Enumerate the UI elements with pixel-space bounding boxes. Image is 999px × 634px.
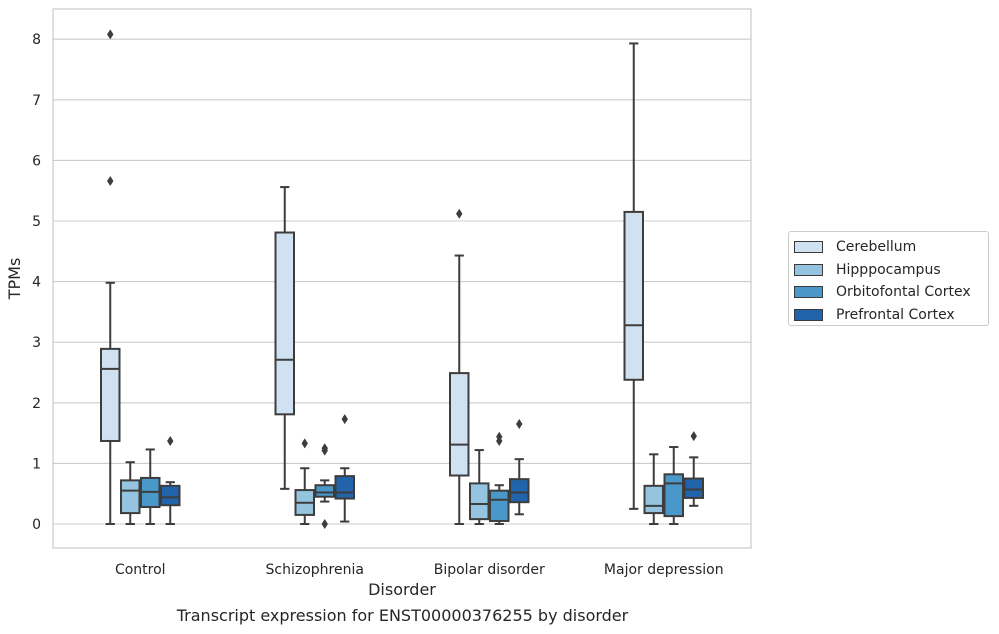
box-body	[334, 475, 355, 500]
legend-label: Hipppocampus	[836, 261, 941, 278]
box-2-3	[663, 446, 684, 525]
x-tick-label: Bipolar disorder	[434, 562, 545, 578]
legend-swatch	[794, 308, 823, 321]
box-body	[100, 347, 121, 442]
box-3-1	[334, 414, 355, 523]
y-tick-label: 3	[32, 335, 41, 351]
x-tick-label: Control	[115, 562, 166, 578]
y-tick-label: 5	[32, 214, 41, 230]
legend-swatch	[794, 241, 823, 253]
box-2-1	[314, 443, 335, 529]
outlier-point	[107, 176, 114, 187]
box-0-3	[623, 42, 644, 510]
legend-item: Hipppocampus	[794, 261, 941, 279]
box-body	[683, 477, 704, 499]
y-tick-label: 8	[32, 32, 41, 48]
box-0-0	[100, 29, 121, 525]
y-axis-label: TPMs	[5, 258, 24, 301]
box-body	[489, 489, 510, 522]
boxes-layer	[100, 29, 704, 529]
legend-label: Orbitofontal Cortex	[836, 284, 971, 300]
box-1-2	[469, 449, 490, 525]
x-tick-label: Schizophrenia	[266, 562, 364, 578]
box-3-3	[683, 431, 704, 507]
outlier-point	[516, 419, 523, 430]
box-body	[314, 484, 335, 498]
legend-label: Cerebellum	[836, 239, 917, 255]
x-axis-label: Disorder	[368, 580, 436, 599]
y-tick-label: 6	[32, 153, 41, 169]
y-tick-label: 7	[32, 93, 41, 109]
y-tick-label: 0	[32, 517, 41, 533]
box-body	[469, 482, 490, 521]
box-3-2	[509, 419, 530, 516]
box-body	[643, 484, 664, 515]
x-tick-label: Major depression	[604, 562, 724, 578]
legend-label: Prefrontal Cortex	[836, 306, 955, 323]
legend-item: Cerebellum	[794, 238, 916, 256]
outlier-point	[690, 431, 697, 442]
box-body	[623, 210, 644, 381]
box-0-2	[449, 208, 470, 525]
box-body	[663, 473, 684, 518]
y-tick-labels: 0 1 2 3 4 5 6 7 8	[32, 32, 41, 533]
chart-caption: Transcript expression for ENST0000037625…	[176, 606, 629, 625]
box-body	[449, 372, 470, 477]
outlier-point	[456, 208, 463, 219]
box-1-1	[294, 438, 315, 525]
outlier-point	[107, 29, 114, 40]
outlier-point	[321, 443, 328, 454]
y-tick-label: 1	[32, 456, 41, 472]
box-body	[120, 479, 141, 515]
outlier-point	[301, 438, 308, 449]
box-1-3	[643, 453, 664, 525]
box-2-2	[489, 431, 510, 525]
y-tick-label: 2	[32, 396, 41, 412]
plot-area	[53, 9, 751, 548]
plot-frame	[52, 8, 752, 549]
box-body	[509, 478, 530, 504]
box-body	[274, 231, 295, 416]
legend-item: Orbitofontal Cortex	[794, 283, 971, 301]
outlier-point	[167, 435, 174, 446]
box-3-0	[160, 435, 181, 525]
box-1-0	[120, 461, 141, 525]
box-body	[160, 484, 181, 507]
y-tick-label: 4	[32, 275, 41, 291]
box-2-0	[140, 448, 161, 525]
outlier-point	[496, 431, 503, 442]
legend-swatch	[794, 286, 823, 298]
x-tick-labels: Control Schizophrenia Bipolar disorder Majo…	[115, 562, 724, 578]
outlier-point	[341, 414, 348, 425]
legend: Cerebellum Hipppocampus Orbitofontal Corte…	[788, 231, 989, 326]
legend-swatch	[794, 263, 823, 276]
outlier-point	[321, 519, 328, 529]
box-0-1	[274, 186, 295, 490]
legend-item: Prefrontal Cortex	[794, 306, 955, 324]
